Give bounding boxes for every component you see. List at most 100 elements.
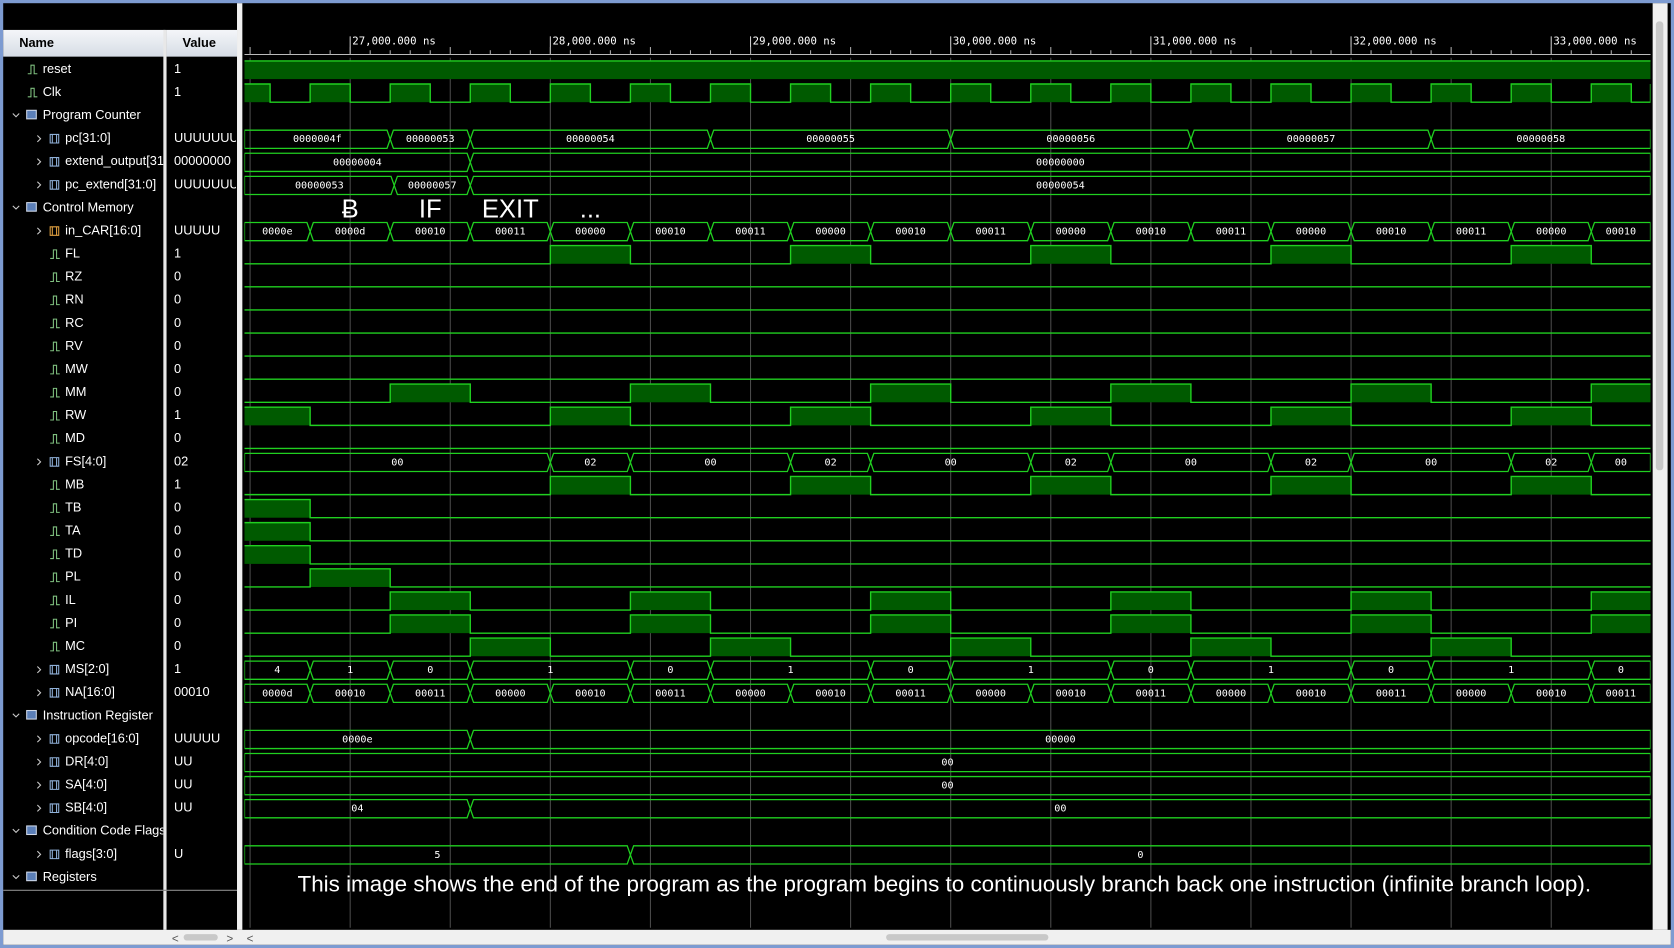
bus-label: 0 [908,665,914,676]
bus-label: 00010 [1296,688,1326,699]
high-pulse [244,407,311,426]
bus-label: 00000 [1536,227,1566,238]
bit-wave [244,406,1651,427]
scroll-left[interactable]: < [172,933,179,946]
bus-label: 02 [1545,457,1557,468]
high-pulse [870,384,951,403]
signal-value: 0 [174,569,181,584]
bus-label: 00000 [1456,688,1486,699]
bus-label: 00 [945,457,957,468]
bit-wave [244,545,1651,565]
bus-label: 00000 [575,227,605,238]
wave-scroll-thumb[interactable] [886,934,1049,941]
bit-wave [244,83,1651,103]
bus-label: 00011 [1216,227,1246,238]
group-name: Condition Code Flags [43,823,166,838]
high-pulse [390,614,471,634]
high-pulse [630,384,711,403]
signal-value: 0 [174,499,181,514]
bus-segment [469,729,1651,750]
bus-label: 4 [274,665,280,676]
wave-scroll-left[interactable]: < [247,933,254,946]
bus-label: 00000054 [1036,180,1085,191]
high-pulse [310,84,351,103]
high-pulse [630,614,711,634]
signal-value: 1 [174,661,181,676]
bus-label: 00 [941,758,953,769]
bit-wave [244,568,1651,588]
signal-name: pc_extend[31:0] [65,176,156,191]
bit-icon [50,387,60,398]
bus-label: 04 [351,804,363,815]
bus-label: 00000 [815,227,845,238]
bus-icon [49,687,60,698]
caption-box: This image shows the end of the program … [297,874,1591,895]
high-pulse [1351,591,1432,611]
time-label: 30,000.000 ns [953,35,1036,48]
high-pulse [1030,476,1111,495]
bus-label: 00011 [1136,688,1166,699]
bit-wave [244,244,1651,265]
bit-icon [50,434,60,444]
signal-name: SA[4:0] [65,777,107,792]
high-pulse [470,84,511,103]
group-name: Registers [43,869,97,884]
pane-divider [237,3,243,930]
bus-label: 0 [1618,665,1624,676]
bus-label: 0 [1137,850,1143,861]
value-scroll-thumb[interactable] [183,934,218,941]
signal-value: 02 [174,453,188,468]
signal-name: RW [65,407,87,422]
bus-label: 0000e [262,227,292,238]
high-pulse [244,499,311,518]
high-pulse [550,245,631,264]
bus-label: 00010 [335,688,365,699]
high-pulse [1190,84,1231,103]
signal-name: reset [43,61,72,76]
high-pulse [1511,245,1592,264]
expand-arrow [36,227,42,235]
high-pulse [390,84,431,103]
bus-label: 0 [1388,665,1394,676]
high-pulse [244,84,271,103]
scroll-right[interactable]: > [226,933,233,946]
bus-segment [1590,683,1651,704]
expand-arrow [36,181,42,189]
signal-value: UUUUUUUU [174,130,248,145]
signal-value: UUUUU [174,730,220,745]
signal-value: 1 [174,61,181,76]
time-label: 28,000.000 ns [552,35,635,48]
high-pulse [630,591,711,611]
signal-value: 0 [174,269,181,284]
high-pulse [390,384,471,403]
bus-label: 00000 [735,688,765,699]
bus-label: 00000057 [408,180,457,191]
annotation: IF [419,195,442,223]
signal-name: opcode[16:0] [65,730,139,745]
high-pulse [1591,591,1651,611]
vertical-scroll-thumb[interactable] [1655,21,1664,471]
value-column: 11UUUUUUUU00000000UUUUUUUUUUUUU100000010… [174,61,248,861]
bus-label: 00000053 [295,180,344,191]
signal-name: TA [65,523,81,538]
bus-label: 00 [1185,457,1197,468]
bus-label: 1 [1268,665,1274,676]
signal-name: MW [65,361,89,376]
bit-icon [50,641,60,652]
signal-name: RV [65,338,83,353]
bus-label: 00010 [1376,227,1406,238]
high-pulse [1110,84,1151,103]
group-icon [26,202,37,212]
high-pulse [1190,638,1271,657]
collapse-arrow [12,113,20,118]
high-pulse [1591,384,1651,403]
annotation: ... [580,195,601,223]
bus-icon [49,664,60,675]
expand-arrow [36,158,42,166]
high-pulse [1511,407,1592,426]
bus-label: 5 [434,850,440,861]
bus-label: 0000d [262,688,292,699]
high-pulse [790,245,871,264]
bus-label: 00011 [1376,688,1406,699]
